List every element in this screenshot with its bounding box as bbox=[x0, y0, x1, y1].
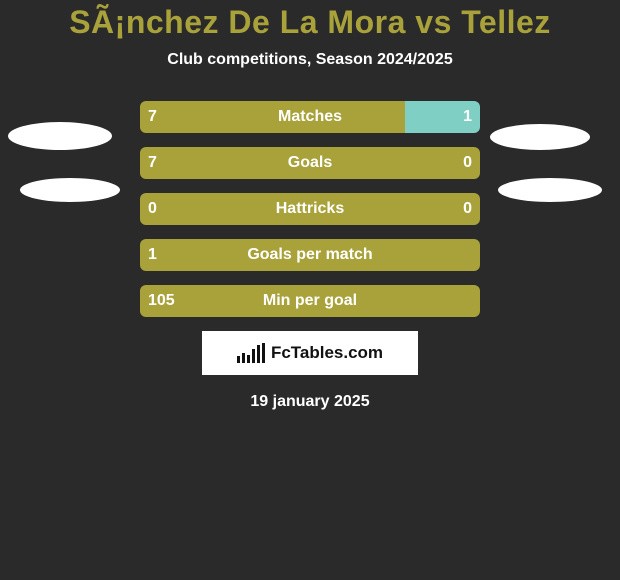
bar-track bbox=[140, 193, 480, 225]
infographic-date: 19 january 2025 bbox=[0, 393, 620, 411]
bar-segment-left bbox=[140, 239, 480, 271]
logo-bar-icon bbox=[237, 356, 240, 363]
logo-bar-icon bbox=[242, 353, 245, 363]
comparison-infographic: SÃ¡nchez De La Mora vs Tellez Club compe… bbox=[0, 0, 620, 580]
decorative-ellipse bbox=[490, 124, 590, 150]
bar-segment-right bbox=[405, 101, 480, 133]
page-subtitle: Club competitions, Season 2024/2025 bbox=[0, 51, 620, 69]
bar-row: Goals per match1 bbox=[0, 239, 620, 271]
logo-bar-icon bbox=[247, 355, 250, 363]
bar-track bbox=[140, 239, 480, 271]
bar-track bbox=[140, 101, 480, 133]
decorative-ellipse bbox=[8, 122, 112, 150]
logo-bar-icon bbox=[252, 349, 255, 363]
bar-row: Goals70 bbox=[0, 147, 620, 179]
logo-bars-icon bbox=[237, 343, 265, 363]
bar-segment-left bbox=[140, 101, 405, 133]
logo-bar-icon bbox=[257, 345, 260, 363]
bar-segment-left bbox=[140, 193, 480, 225]
bar-track bbox=[140, 285, 480, 317]
logo-text: FcTables.com bbox=[271, 343, 383, 363]
logo-bar-icon bbox=[262, 343, 265, 363]
decorative-ellipse bbox=[20, 178, 120, 202]
fctables-logo: FcTables.com bbox=[202, 331, 418, 375]
page-title: SÃ¡nchez De La Mora vs Tellez bbox=[0, 4, 620, 41]
decorative-ellipse bbox=[498, 178, 602, 202]
bar-segment-left bbox=[140, 285, 480, 317]
bar-segment-left bbox=[140, 147, 480, 179]
bar-track bbox=[140, 147, 480, 179]
bar-row: Min per goal105 bbox=[0, 285, 620, 317]
